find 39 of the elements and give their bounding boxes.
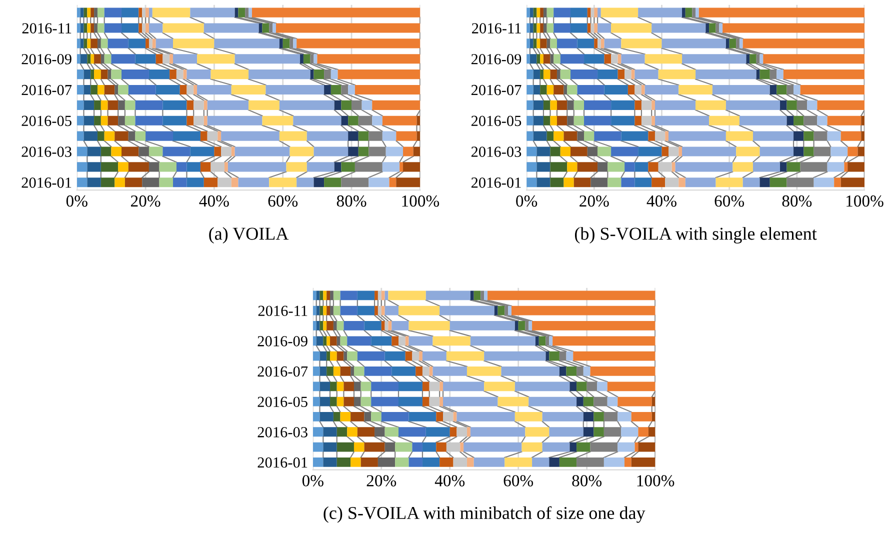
y-tick-label: 2016-01 (258, 457, 308, 468)
y-tick-label: 2016-01 (22, 178, 72, 188)
x-tick-label: 60% (268, 195, 298, 207)
text: (c) S-VOILA with minibatch of size one day (324, 506, 646, 523)
y-tick-label: 2016-05 (471, 116, 522, 126)
x-tick-label: 60% (714, 195, 744, 207)
y-tick-label: 2016-07 (258, 366, 308, 377)
y-tick-label: 2016-07 (471, 84, 522, 96)
y-tick-label: 2016-03 (22, 146, 72, 157)
x-tick-label: 0% (302, 475, 324, 486)
y-tick-label: 2016-03 (258, 427, 308, 438)
y-tick-label: 2016-07 (22, 84, 72, 96)
x-tick-label: 40% (646, 195, 676, 207)
y-tick-label: 2016-11 (472, 23, 521, 34)
y-tick-label: 2016-05 (22, 116, 72, 126)
x-tick-label: 20% (580, 195, 609, 207)
x-tick-label: 100% (402, 195, 440, 207)
x-tick-label: 80% (782, 195, 812, 207)
x-tick-label: 20% (131, 195, 160, 207)
x-tick-label: 100% (846, 195, 884, 207)
y-tick-label: 2016-11 (22, 23, 72, 34)
x-tick-label: 40% (434, 475, 465, 486)
y-tick-label: 2016-09 (471, 54, 522, 64)
x-tick-label: 60% (504, 475, 534, 486)
y-tick-label: 2016-09 (22, 54, 72, 64)
y-tick-label: 2016-01 (471, 178, 521, 188)
x-tick-label: 40% (199, 195, 229, 207)
text: (b) S-VOILA with single element (574, 227, 817, 244)
y-tick-label: 2016-09 (258, 336, 308, 346)
x-tick-label: 20% (366, 475, 396, 486)
x-tick-label: 0% (516, 195, 538, 207)
x-tick-label: 100% (637, 475, 674, 486)
y-tick-label: 2016-03 (471, 146, 522, 157)
x-tick-label: 80% (572, 475, 602, 486)
x-tick-label: 80% (336, 195, 366, 207)
y-tick-label: 2016-11 (258, 306, 308, 316)
x-tick-label: 0% (66, 195, 88, 207)
text: (a) VOILA (209, 227, 289, 244)
y-tick-label: 2016-05 (258, 396, 308, 408)
